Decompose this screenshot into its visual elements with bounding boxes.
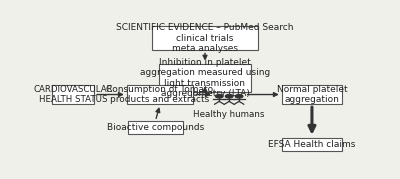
FancyBboxPatch shape: [282, 138, 342, 151]
FancyBboxPatch shape: [52, 85, 94, 104]
Text: CARDIOVASCULAR
HEALTH STATUS: CARDIOVASCULAR HEALTH STATUS: [34, 85, 113, 104]
Text: SCIENTIFIC EVIDENCE – PubMed Search
clinical trials
meta analyses: SCIENTIFIC EVIDENCE – PubMed Search clin…: [116, 23, 294, 53]
Text: Normal platelet
aggregation: Normal platelet aggregation: [277, 85, 347, 104]
Text: Consumption of Tomato
products and extracts: Consumption of Tomato products and extra…: [106, 85, 214, 104]
Text: Healthy humans: Healthy humans: [194, 110, 265, 119]
Circle shape: [226, 95, 233, 98]
FancyBboxPatch shape: [128, 121, 182, 134]
FancyBboxPatch shape: [282, 85, 342, 104]
Circle shape: [235, 95, 243, 98]
Text: EFSA Health claims: EFSA Health claims: [268, 140, 356, 149]
Circle shape: [216, 95, 223, 98]
FancyBboxPatch shape: [127, 85, 193, 104]
Text: Bioactive compounds: Bioactive compounds: [107, 123, 204, 132]
Text: Inhibition in platelet
aggregation measured using
light transmission
aggregometr: Inhibition in platelet aggregation measu…: [140, 58, 270, 98]
FancyBboxPatch shape: [152, 26, 258, 50]
FancyBboxPatch shape: [158, 64, 252, 93]
